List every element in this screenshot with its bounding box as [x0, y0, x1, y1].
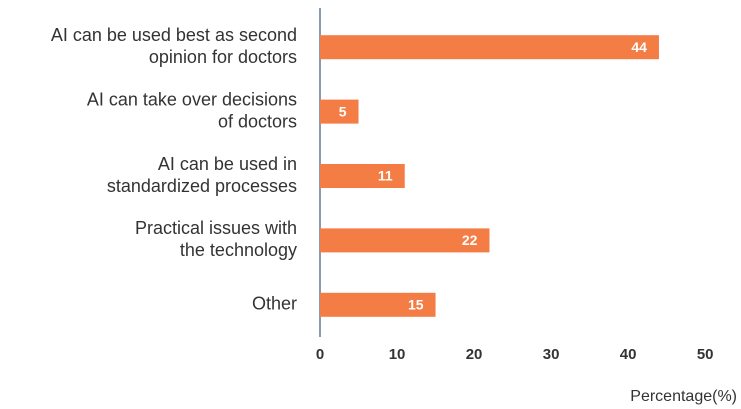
x-tick-label: 50 [697, 346, 714, 363]
y-tick-label: AI can be used in [158, 154, 297, 174]
x-tick-label: 10 [389, 346, 406, 363]
x-tick-label: 30 [543, 346, 560, 363]
x-tick-label: 20 [466, 346, 483, 363]
y-tick-label: Practical issues with [135, 218, 297, 238]
y-tick-label: AI can be used best as second [51, 25, 297, 45]
x-axis-label: Percentage(%) [630, 388, 737, 405]
x-tick-label: 40 [620, 346, 637, 363]
y-tick-label: of doctors [218, 111, 297, 131]
bar [320, 99, 359, 124]
value-label: 44 [631, 39, 647, 55]
value-label: 22 [462, 232, 478, 248]
value-label: 5 [339, 103, 347, 119]
y-tick-label: the technology [180, 240, 297, 260]
y-tick-label: standardized processes [107, 176, 297, 196]
value-label: 15 [408, 297, 424, 313]
y-tick-label: opinion for doctors [149, 47, 297, 67]
bar [320, 164, 405, 188]
y-tick-label: AI can take over decisions [87, 89, 297, 109]
value-label: 11 [378, 168, 393, 184]
bar [320, 228, 490, 253]
bar [320, 292, 436, 317]
y-tick-label: Other [252, 294, 297, 314]
bar [320, 35, 659, 60]
x-tick-label: 0 [316, 346, 324, 363]
